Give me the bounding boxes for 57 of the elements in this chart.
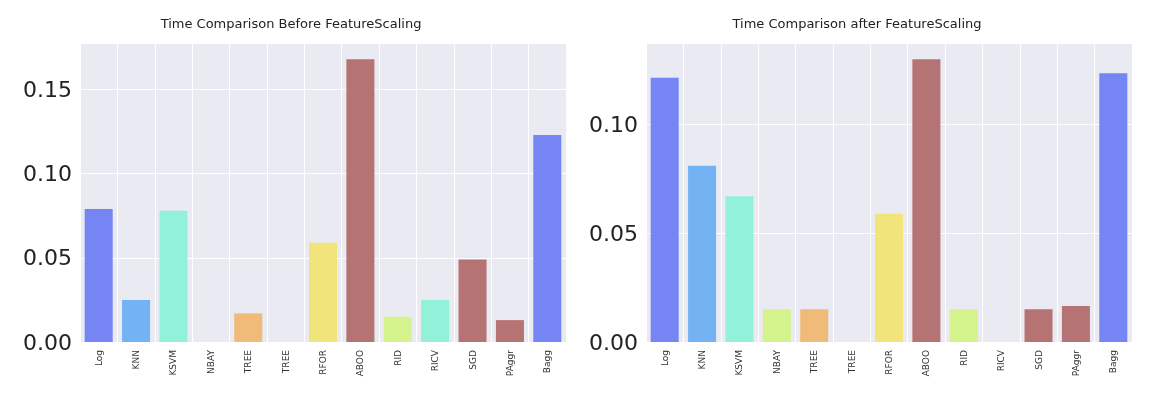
bar	[533, 134, 562, 342]
x-tick-label: TREE	[809, 349, 820, 375]
chart-title: Time Comparison Before FeatureScaling	[159, 16, 422, 31]
bar	[84, 208, 113, 342]
x-tick-label: NBAY	[771, 349, 782, 374]
x-tick-label: RICV	[996, 349, 1007, 372]
bar	[874, 213, 904, 342]
x-tick-label: SGD	[1033, 349, 1044, 370]
y-tick-label: 0.15	[23, 76, 72, 102]
x-tick-label: TREE	[846, 349, 857, 375]
x-tick-label: ABOO	[355, 350, 366, 377]
x-tick-label: TREE	[280, 349, 291, 375]
bar	[725, 196, 754, 342]
bar	[458, 259, 487, 342]
bar	[949, 309, 978, 342]
bar	[1061, 306, 1090, 342]
y-tick-label: 0.10	[589, 111, 638, 137]
bar	[383, 316, 412, 342]
bar	[688, 165, 717, 342]
x-tick-label: KSVM	[168, 350, 179, 376]
bar	[421, 299, 450, 342]
x-tick-label: KSVM	[734, 350, 745, 376]
x-tick-label: NBAY	[205, 349, 216, 374]
bar	[234, 313, 263, 342]
x-tick-label: Log	[93, 350, 104, 367]
x-tick-label: RFOR	[884, 350, 894, 375]
bar	[308, 242, 338, 342]
x-tick-label: KNN	[131, 350, 142, 370]
x-tick-label: RICV	[430, 349, 441, 372]
bar	[122, 299, 151, 342]
bar	[1099, 73, 1128, 342]
x-tick-label: ABOO	[921, 350, 932, 377]
y-tick-label: 0.00	[23, 329, 72, 355]
bar	[495, 320, 524, 342]
x-tick-label: RID	[958, 349, 969, 366]
x-tick-label: Bagg	[542, 350, 553, 374]
x-tick-label: RFOR	[318, 350, 328, 375]
y-tick-label: 0.05	[23, 245, 72, 271]
x-tick-label: PAggr	[1070, 349, 1081, 377]
bar	[912, 59, 941, 342]
x-tick-label: Log	[659, 350, 670, 367]
y-tick-label: 0.05	[589, 220, 638, 246]
x-tick-label: TREE	[243, 349, 254, 375]
bar	[650, 77, 679, 342]
bar	[159, 210, 188, 342]
x-tick-label: RID	[392, 349, 403, 366]
bar	[346, 59, 375, 342]
y-tick-label: 0.10	[23, 161, 72, 187]
x-tick-label: KNN	[697, 350, 708, 370]
y-tick-label: 0.00	[589, 329, 638, 355]
x-tick-label: Bagg	[1108, 350, 1119, 374]
bar	[800, 309, 829, 342]
bar	[1024, 309, 1053, 342]
chart-title: Time Comparison after FeatureScaling	[731, 16, 982, 31]
x-tick-label: SGD	[467, 349, 478, 370]
x-tick-label: PAggr	[504, 349, 515, 377]
bar	[762, 309, 791, 342]
